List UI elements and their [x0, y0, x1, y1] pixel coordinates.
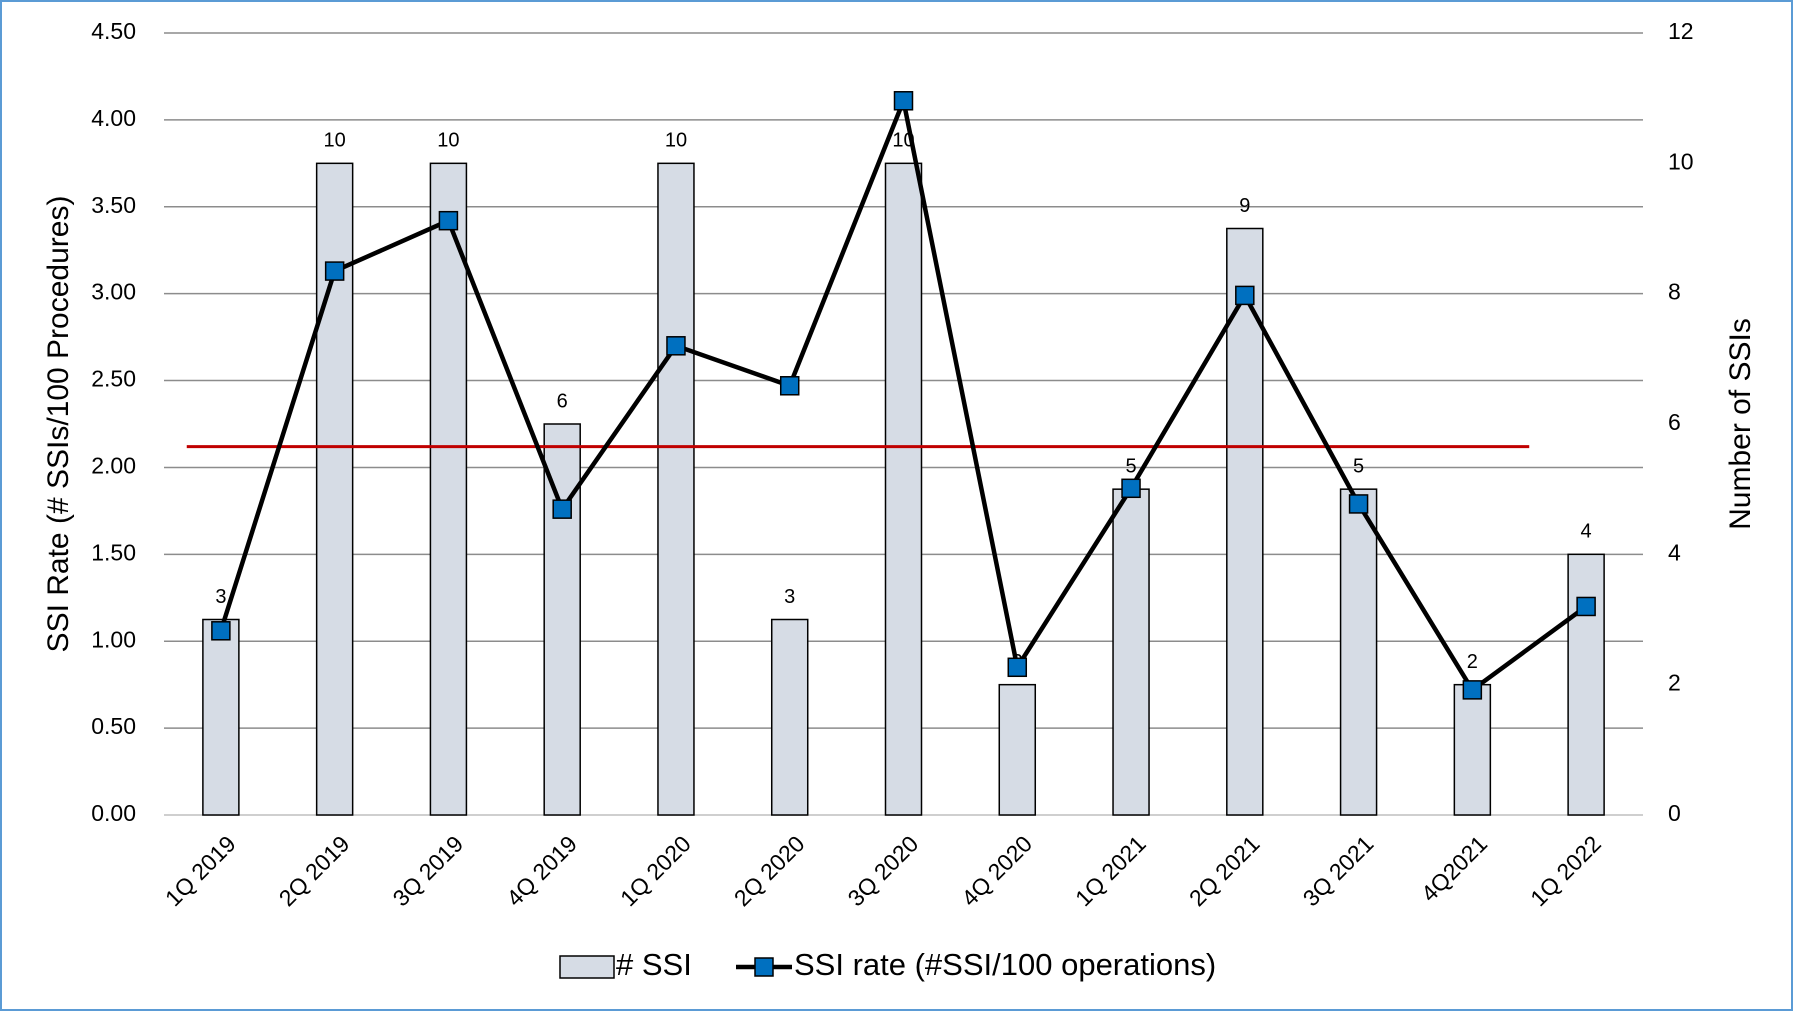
data-label: 10 [665, 130, 687, 152]
data-label: 4 [1581, 521, 1592, 543]
bar [1112, 488, 1150, 816]
y-axis-title: SSI Rate (# SSIs/100 Procedures) [42, 196, 75, 653]
y2-tick-label: 6 [1668, 409, 1681, 435]
bar [1339, 488, 1378, 816]
marker [1576, 596, 1596, 617]
data-label: 9 [1239, 195, 1250, 217]
y-tick-label: 2.50 [91, 366, 136, 392]
data-label: 6 [557, 390, 568, 412]
legend-swatch [559, 955, 615, 979]
y-tick-label: 1.00 [91, 626, 136, 652]
y-tick-label: 1.50 [91, 539, 136, 565]
bar [998, 683, 1037, 816]
marker [438, 210, 459, 231]
bar [429, 162, 468, 816]
y-tick-label: 3.50 [91, 192, 136, 218]
bar [202, 618, 240, 816]
data-label: 10 [437, 130, 459, 152]
bar [315, 162, 354, 816]
marker [779, 376, 800, 396]
y2-axis-title: Number of SSIs [1724, 318, 1757, 530]
marker [211, 621, 231, 641]
marker [1462, 680, 1483, 700]
y-tick-label: 2.00 [91, 453, 136, 479]
data-label: 3 [784, 586, 795, 608]
data-label: 5 [1125, 455, 1136, 477]
bar [770, 618, 809, 816]
y-tick-label: 3.00 [91, 279, 136, 305]
marker [1121, 478, 1141, 499]
bar [884, 162, 923, 816]
y-tick-label: 4.00 [91, 105, 136, 131]
legend-label: # SSI [616, 947, 692, 982]
y-tick-label: 0.50 [91, 713, 136, 739]
y2-tick-label: 12 [1668, 18, 1694, 44]
y-tick-label: 0.00 [91, 800, 136, 826]
legend-label: SSI rate (#SSI/100 operations) [794, 947, 1216, 982]
marker [552, 499, 572, 519]
marker [893, 91, 914, 111]
legend-swatch [754, 957, 774, 977]
data-label: 3 [215, 586, 226, 608]
marker [324, 261, 345, 281]
y2-tick-label: 4 [1668, 539, 1681, 565]
y2-tick-label: 2 [1668, 670, 1681, 696]
bar [657, 162, 695, 816]
data-label: 5 [1353, 455, 1364, 477]
bar [1567, 553, 1605, 816]
y2-tick-label: 0 [1668, 800, 1681, 826]
marker [1235, 285, 1255, 306]
bar [1453, 683, 1492, 816]
data-label: 10 [324, 130, 346, 152]
bar [1226, 227, 1264, 816]
data-label: 2 [1467, 651, 1478, 673]
y2-tick-label: 8 [1668, 279, 1681, 305]
marker [1007, 657, 1028, 678]
marker [1348, 494, 1369, 514]
y-tick-label: 4.50 [91, 18, 136, 44]
marker [666, 336, 686, 356]
y2-tick-label: 10 [1668, 148, 1694, 174]
